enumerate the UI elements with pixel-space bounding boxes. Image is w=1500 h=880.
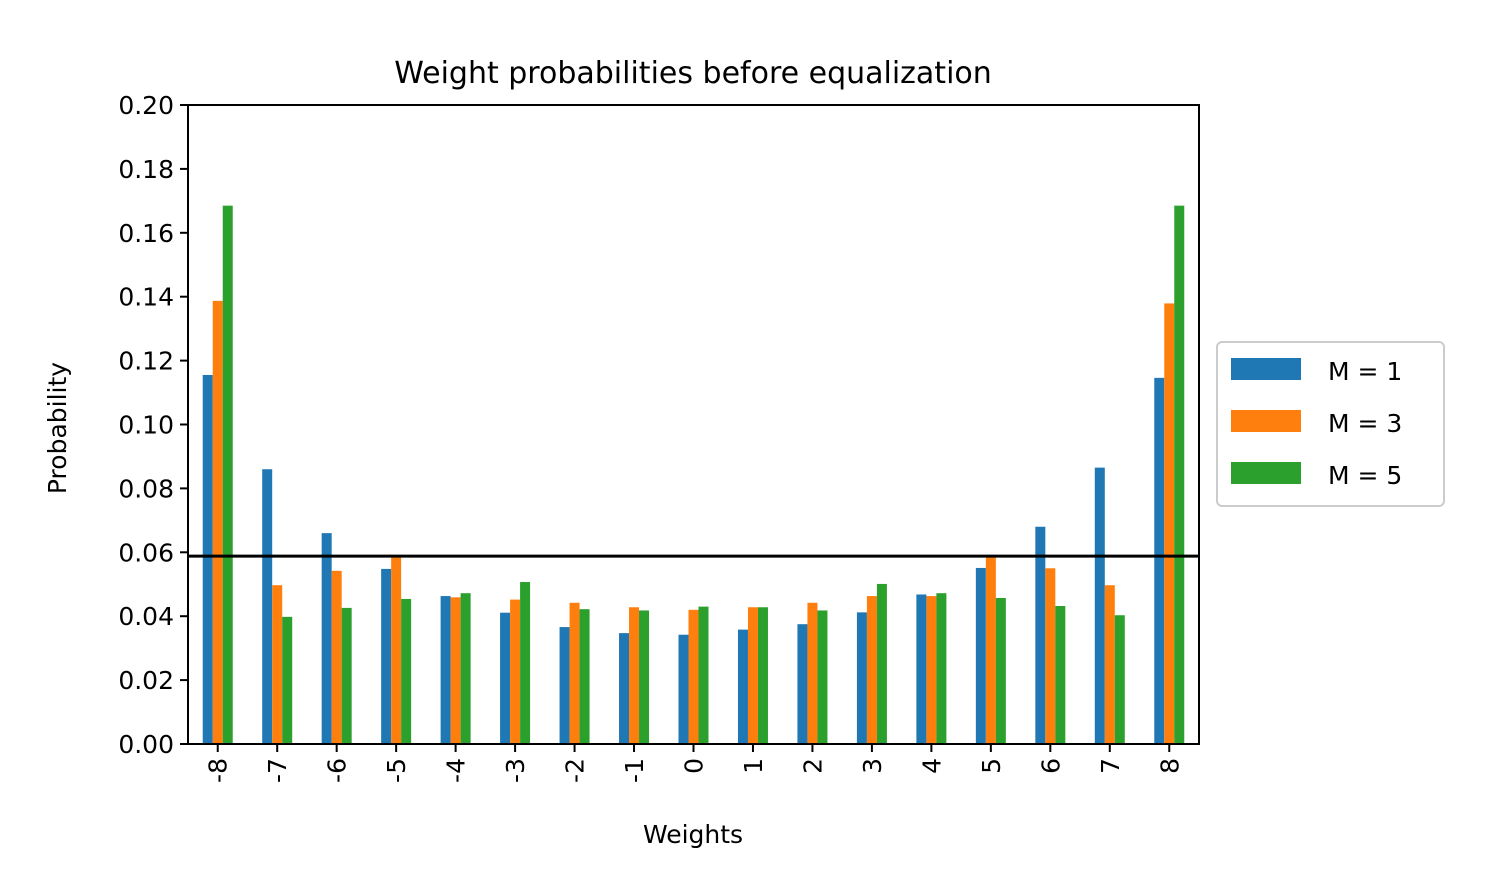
legend-label-3: M = 5 [1328, 461, 1402, 490]
x-axis-label: Weights [643, 820, 743, 849]
x-tick-label: -5 [382, 758, 411, 783]
bar-2-cat-10 [807, 602, 818, 744]
x-tick-label: -6 [323, 758, 352, 783]
y-tick-label: 0.06 [118, 538, 174, 567]
bar-1-cat-6 [559, 627, 570, 744]
bar-1-cat-16 [1154, 377, 1165, 744]
bar-1-cat-2 [321, 533, 332, 744]
legend-swatch-2 [1231, 410, 1301, 432]
x-tick-label: 6 [1036, 758, 1065, 774]
bar-3-cat-12 [936, 593, 947, 744]
bar-1-cat-1 [262, 469, 273, 744]
legend-label-1: M = 1 [1328, 357, 1402, 386]
plot-area [188, 205, 1199, 744]
chart-title: Weight probabilities before equalization [394, 56, 992, 91]
bar-2-cat-4 [450, 597, 461, 744]
bar-2-cat-3 [391, 556, 402, 744]
x-tick-label: -4 [442, 758, 471, 783]
bar-2-cat-15 [1104, 585, 1115, 744]
legend: M = 1 M = 3 M = 5 [1216, 341, 1445, 507]
bar-1-cat-3 [381, 568, 392, 744]
bar-1-cat-5 [500, 612, 511, 744]
x-tick-label: -1 [620, 758, 649, 783]
bar-1-cat-8 [678, 634, 689, 744]
bar-2-cat-12 [926, 596, 937, 744]
x-tick-label: 0 [680, 758, 709, 774]
bar-1-cat-13 [975, 567, 986, 744]
x-tick-label: -7 [263, 758, 292, 783]
legend-label-2: M = 3 [1328, 409, 1402, 438]
y-tick-label: 0.00 [118, 730, 174, 759]
x-tick-label: 8 [1155, 758, 1184, 774]
bar-3-cat-6 [579, 609, 590, 744]
bar-1-cat-4 [440, 596, 451, 744]
bar-1-cat-0 [202, 374, 213, 744]
bar-1-cat-14 [1035, 526, 1046, 744]
bar-3-cat-16 [1174, 205, 1185, 744]
bar-2-cat-9 [747, 607, 758, 744]
bar-3-cat-11 [876, 583, 887, 744]
y-tick-label: 0.08 [118, 474, 174, 503]
legend-swatch-3 [1231, 462, 1301, 484]
bar-2-cat-11 [866, 596, 877, 744]
bar-3-cat-15 [1114, 615, 1125, 744]
y-tick-label: 0.20 [118, 91, 174, 120]
x-tick-label: 1 [739, 758, 768, 774]
x-tick-label: -3 [501, 758, 530, 783]
bar-2-cat-1 [272, 585, 283, 744]
y-tick-label: 0.14 [118, 283, 174, 312]
bar-1-cat-15 [1094, 467, 1105, 744]
bar-3-cat-14 [1055, 605, 1066, 744]
x-tick-label: 5 [977, 758, 1006, 774]
x-tick-label: 3 [858, 758, 887, 774]
bar-1-cat-9 [737, 629, 748, 744]
bar-3-cat-9 [757, 607, 768, 744]
bar-3-cat-13 [995, 597, 1006, 744]
bar-3-cat-2 [341, 607, 352, 744]
y-tick-label: 0.12 [118, 347, 174, 376]
bar-3-cat-4 [460, 593, 471, 744]
bar-1-cat-12 [916, 594, 927, 744]
bar-2-cat-8 [688, 609, 699, 744]
bar-2-cat-14 [1045, 568, 1056, 744]
y-axis-label: Probability [43, 362, 72, 494]
bar-2-cat-0 [212, 300, 223, 744]
y-tick-label: 0.16 [118, 219, 174, 248]
bar-1-cat-7 [619, 633, 630, 744]
bar-3-cat-5 [520, 582, 531, 744]
x-tick-label: 2 [798, 758, 827, 774]
x-tick-label: -8 [204, 758, 233, 783]
y-tick-label: 0.04 [118, 602, 174, 631]
bar-3-cat-0 [222, 205, 233, 744]
y-tick-label: 0.10 [118, 411, 174, 440]
legend-swatch-1 [1231, 358, 1301, 380]
y-tick-label: 0.18 [118, 155, 174, 184]
axes-ticks: 0.00 0.02 0.04 0.06 0.08 0.10 0.12 0.14 0.16 0.18… [118, 91, 1184, 783]
x-tick-label: -2 [561, 758, 590, 783]
y-tick-label: 0.02 [118, 666, 174, 695]
bar-3-cat-1 [282, 616, 293, 744]
x-tick-label: 7 [1096, 758, 1125, 774]
bar-3-cat-10 [817, 610, 828, 744]
bar-3-cat-3 [401, 598, 412, 744]
x-tick-label: 4 [917, 758, 946, 774]
bar-2-cat-2 [331, 570, 342, 744]
bar-1-cat-11 [856, 612, 867, 744]
bar-2-cat-16 [1164, 303, 1175, 744]
bar-2-cat-5 [510, 599, 521, 744]
bar-2-cat-13 [985, 556, 996, 744]
bar-2-cat-6 [569, 602, 580, 744]
bar-3-cat-8 [698, 606, 709, 744]
bar-3-cat-7 [639, 610, 650, 744]
bar-1-cat-10 [797, 624, 808, 744]
bar-2-cat-7 [629, 607, 640, 744]
